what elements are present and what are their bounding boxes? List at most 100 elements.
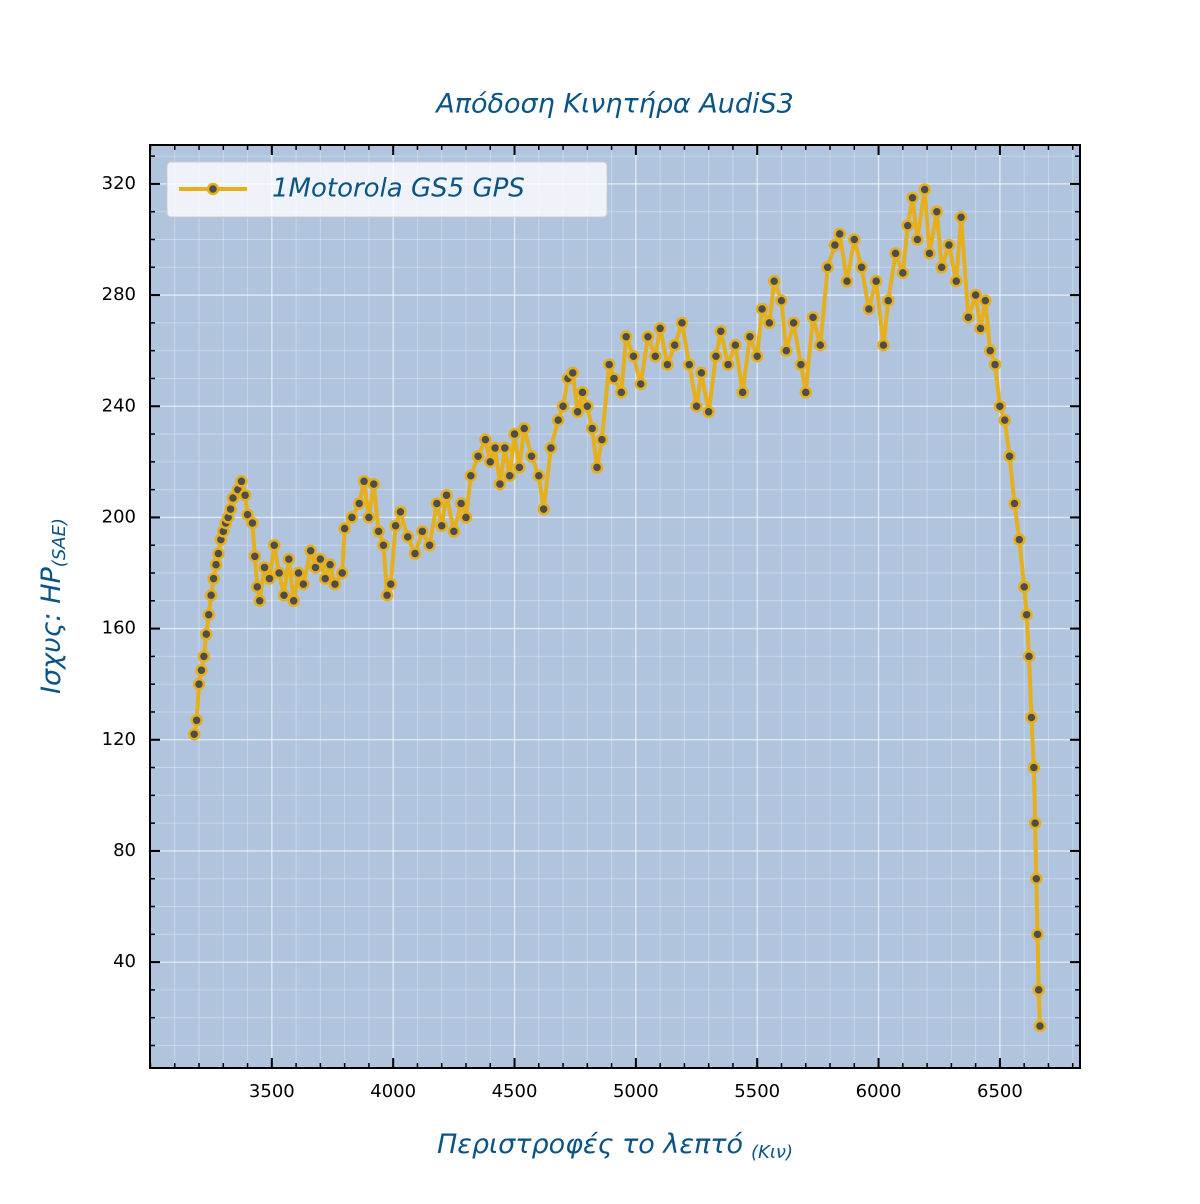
data-point	[272, 566, 286, 580]
data-point	[251, 580, 264, 594]
data-point	[503, 469, 516, 482]
data-point	[1031, 928, 1044, 941]
data-point	[277, 588, 291, 602]
data-point	[195, 664, 208, 677]
data-point	[602, 358, 616, 371]
y-tick-label: 200	[102, 506, 136, 527]
data-point	[615, 386, 628, 399]
data-point	[806, 311, 820, 324]
data-point	[372, 525, 385, 538]
data-point	[969, 288, 982, 302]
data-point	[821, 261, 834, 274]
data-point	[571, 405, 584, 419]
data-point	[794, 358, 808, 371]
x-tick-label: 4500	[492, 1081, 538, 1102]
data-point	[389, 519, 402, 533]
data-point	[187, 727, 201, 741]
data-point	[828, 238, 842, 252]
data-point	[345, 511, 359, 524]
data-point	[338, 522, 351, 535]
data-point	[848, 233, 861, 246]
x-tick-label: 4000	[370, 1081, 416, 1102]
data-point	[525, 450, 538, 463]
data-point	[889, 247, 902, 260]
data-point	[1022, 650, 1036, 663]
data-point	[619, 330, 633, 344]
data-point	[901, 219, 914, 232]
data-point	[675, 316, 689, 330]
data-point	[190, 714, 203, 727]
data-point	[590, 461, 604, 474]
x-label-sub: (Κιν)	[751, 1142, 793, 1163]
data-point	[235, 475, 248, 488]
data-point	[380, 588, 394, 602]
data-point	[653, 322, 667, 335]
y-tick-label: 320	[102, 173, 136, 194]
data-point	[896, 266, 910, 280]
data-point	[882, 294, 895, 307]
data-point	[935, 261, 948, 274]
data-point	[204, 588, 218, 602]
data-point	[576, 386, 589, 399]
y-tick-label: 240	[102, 395, 136, 416]
data-point	[416, 525, 429, 538]
data-point	[949, 274, 963, 288]
data-point	[911, 233, 924, 246]
data-point	[430, 497, 444, 510]
data-point	[212, 547, 225, 560]
data-point	[581, 400, 594, 413]
data-point	[714, 324, 728, 338]
data-point	[297, 577, 310, 591]
legend-box	[166, 161, 608, 218]
data-point	[721, 358, 735, 371]
data-point	[352, 497, 366, 510]
data-point	[282, 552, 296, 566]
data-point	[484, 455, 497, 469]
data-point	[979, 294, 992, 307]
data-point	[1008, 497, 1021, 510]
data-point	[661, 358, 674, 371]
data-point	[209, 558, 223, 571]
data-point	[702, 405, 715, 419]
data-point	[750, 349, 764, 363]
data-point	[314, 552, 327, 566]
data-point	[709, 349, 723, 363]
data-point	[367, 477, 381, 491]
data-point	[408, 547, 422, 560]
data-point	[1020, 608, 1033, 621]
data-point	[263, 572, 276, 585]
plot-frame	[149, 144, 1081, 1069]
data-point	[192, 677, 206, 691]
data-point	[683, 358, 696, 371]
data-point	[763, 316, 776, 330]
legend-label: 1Motorola GS5 GPS	[272, 174, 525, 204]
data-point	[202, 608, 215, 621]
data-point	[736, 386, 749, 399]
data-point	[954, 211, 968, 224]
data-point	[923, 247, 936, 260]
data-point	[377, 538, 390, 552]
data-point	[454, 497, 468, 510]
x-tick-label: 6000	[856, 1081, 902, 1102]
data-point	[998, 413, 1012, 427]
data-point	[248, 550, 262, 563]
data-point	[318, 572, 332, 585]
data-point	[877, 338, 890, 352]
data-point	[595, 433, 609, 446]
data-point	[627, 349, 640, 363]
y-tick-label: 80	[113, 840, 136, 861]
data-point	[743, 330, 757, 344]
data-point	[729, 338, 742, 352]
data-point	[930, 205, 944, 218]
data-point	[479, 433, 492, 446]
data-point	[224, 502, 237, 516]
data-point	[962, 311, 975, 324]
data-point	[292, 566, 305, 580]
data-point	[253, 594, 266, 608]
data-point	[988, 358, 1002, 371]
data-point	[532, 469, 546, 482]
x-tick-label: 6500	[977, 1081, 1023, 1102]
data-point	[508, 427, 521, 441]
data-point	[1032, 983, 1045, 997]
